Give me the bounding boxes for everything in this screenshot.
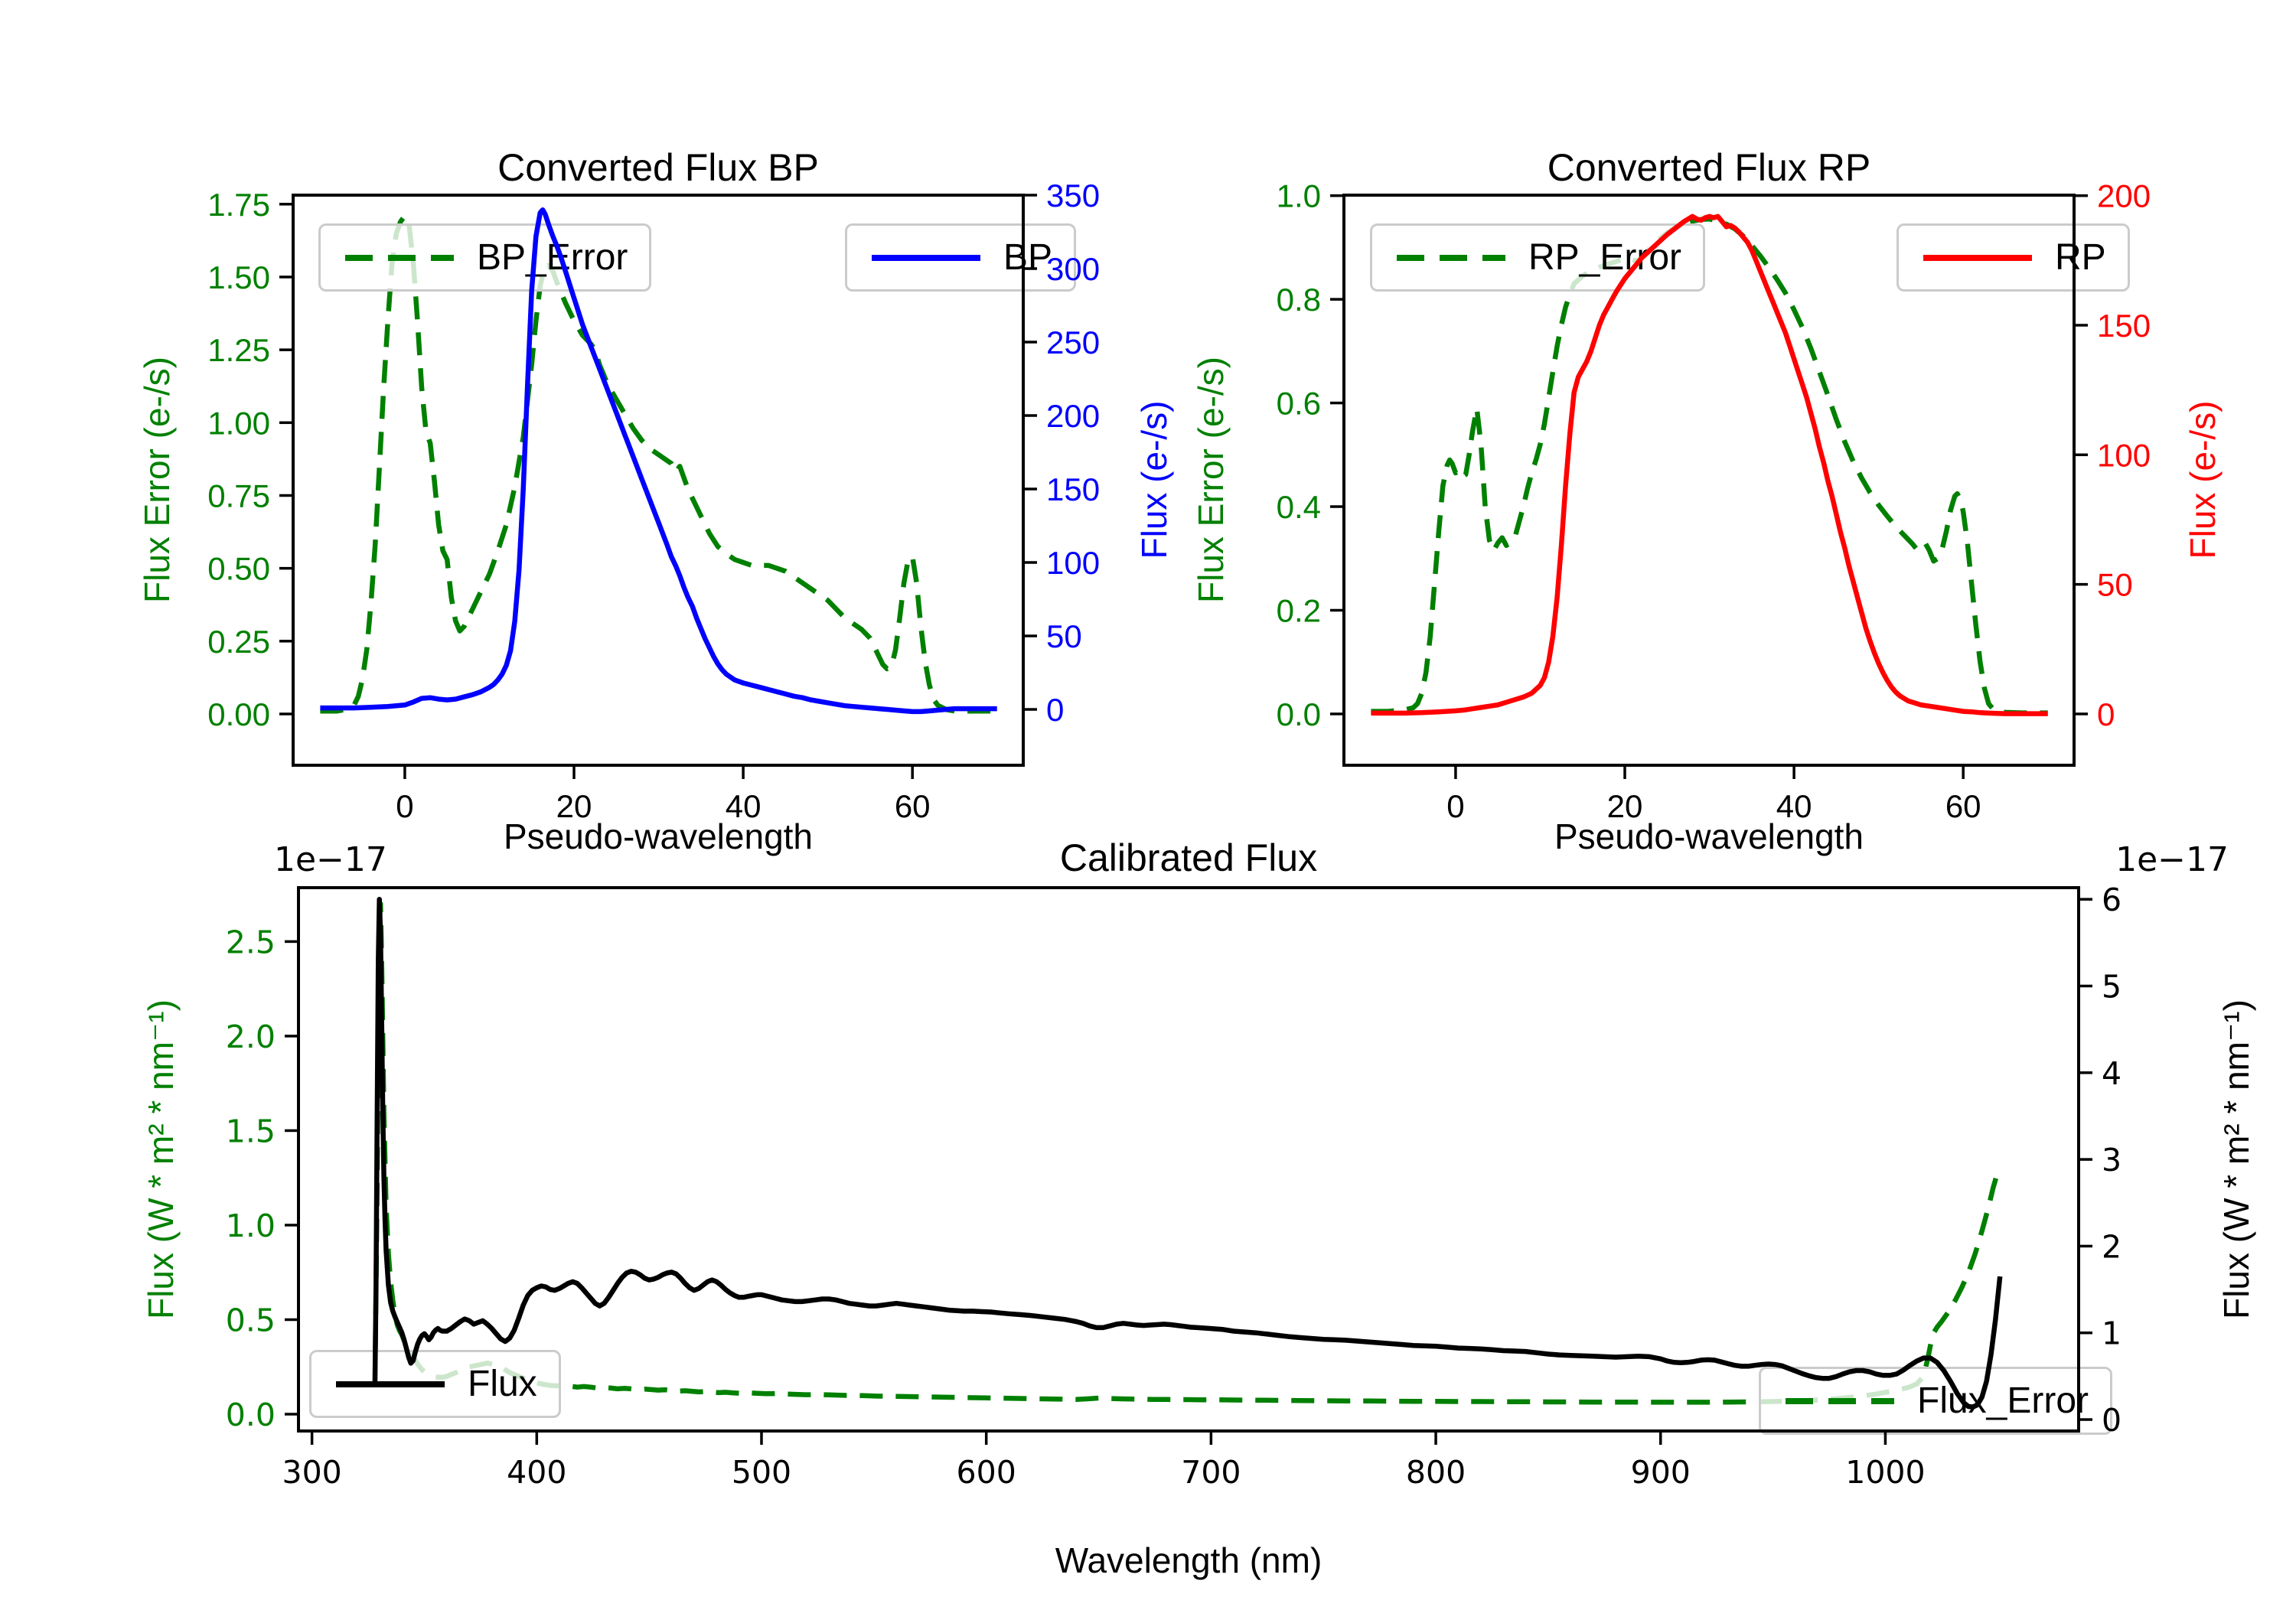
ylabel-bp-flux-error: Flux Error (e-/s) [137,357,177,603]
xlabel-pseudo-wavelength-rp: Pseudo-wavelength [1554,817,1864,856]
ylabel-cal-flux-right: Flux (W * m² * nm⁻¹) [2216,999,2256,1319]
offset-1e-17-right: 1e−17 [2115,840,2229,879]
bp-error-dashed-line-icon [345,254,454,261]
series-Flux_Error [372,901,2001,1405]
legend-bp: BP [845,223,1077,292]
legend-bp-error: BP_Error [318,223,652,292]
title-converted-flux-rp: Converted Flux RP [1547,146,1871,189]
legend-label-rp: RP [2055,237,2106,278]
legend-flux-error: Flux_Error [1759,1367,2113,1435]
legend-label-flux: Flux [468,1364,537,1404]
title-calibrated-flux: Calibrated Flux [1059,836,1318,879]
rp-error-dashed-line-icon [1397,254,1505,261]
ylabel-cal-flux-left: Flux (W * m² * nm⁻¹) [141,999,181,1319]
ylabel-rp-flux-error: Flux Error (e-/s) [1191,357,1231,603]
offset-1e-17-left: 1e−17 [274,840,387,879]
ylabel-bp-flux: Flux (e-/s) [1134,400,1174,559]
title-converted-flux-bp: Converted Flux BP [497,146,819,189]
legend-label-flux-error: Flux_Error [1917,1380,2089,1421]
legend-rp-error: RP_Error [1370,223,1706,292]
xlabel-wavelength-nm: Wavelength (nm) [1055,1540,1322,1580]
legend-rp: RP [1896,223,2130,292]
rp-solid-line-icon [1923,254,2032,261]
series-RP_Error [1371,216,2048,715]
ylabel-rp-flux: Flux (e-/s) [2183,400,2223,559]
bp-solid-line-icon [872,254,980,261]
legend-label-rp-error: RP_Error [1528,237,1682,278]
xlabel-pseudo-wavelength-bp: Pseudo-wavelength [503,817,814,856]
legend-label-bp: BP [1003,237,1053,278]
legend-label-bp-error: BP_Error [477,237,628,278]
flux-error-dashed-line-icon [1786,1397,1894,1404]
flux-solid-line-icon [336,1380,445,1387]
legend-flux: Flux [309,1350,561,1418]
